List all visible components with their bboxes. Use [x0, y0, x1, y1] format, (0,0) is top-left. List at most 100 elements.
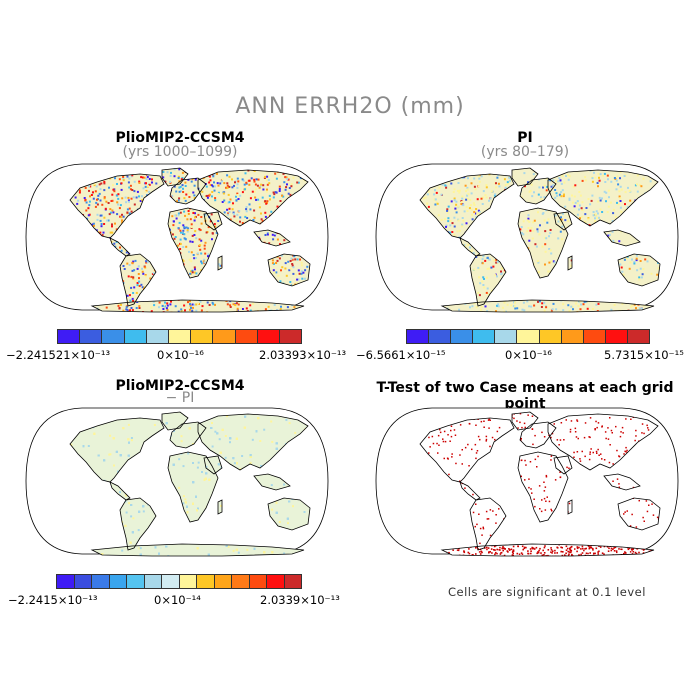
coastline	[253, 473, 291, 491]
colorbar-swatch	[109, 575, 127, 588]
coastline	[469, 497, 507, 551]
colorbar-swatch	[197, 575, 215, 588]
coastline	[169, 421, 207, 449]
colorbar-swatch	[124, 330, 147, 343]
colorbar-swatch	[561, 330, 584, 343]
colorbar-swatch	[279, 330, 302, 343]
colorbar-swatch	[57, 575, 75, 588]
significance-note: Cells are significant at 0.1 level	[448, 585, 646, 599]
coastline	[511, 411, 539, 431]
coastline	[253, 229, 291, 247]
panel2-map	[375, 163, 679, 313]
colorbar-swatch	[429, 330, 452, 343]
coastline	[119, 497, 157, 551]
coastline	[161, 411, 189, 431]
coastline	[519, 421, 557, 449]
coastline	[109, 237, 131, 257]
coastline	[267, 497, 311, 531]
coastline	[511, 167, 539, 187]
colorbar-swatch	[191, 330, 214, 343]
panel3-subtitle: − PI	[165, 390, 195, 406]
figure-title: ANN ERRH2O (mm)	[235, 94, 465, 119]
coastline	[203, 455, 223, 475]
colorbar-swatch	[627, 330, 650, 343]
panel3-map	[25, 407, 329, 557]
coastline	[90, 299, 305, 313]
coastline	[459, 481, 481, 501]
coastline	[109, 481, 131, 501]
colorbar-swatch	[232, 575, 250, 588]
colorbar-swatch	[162, 575, 180, 588]
coastline	[547, 169, 659, 227]
coastline	[603, 229, 641, 247]
colorbar-swatch	[127, 575, 145, 588]
panel2-colorbar-mid: 0×10⁻¹⁶	[505, 348, 552, 362]
panel3-colorbar-min: −2.2415×10⁻¹³	[8, 593, 98, 607]
colorbar-swatch	[92, 575, 110, 588]
colorbar-swatch	[179, 575, 197, 588]
panel2-colorbar	[406, 329, 650, 344]
colorbar-swatch	[267, 575, 285, 588]
coastline	[567, 255, 573, 271]
coastline	[167, 451, 219, 523]
panel1-title: PlioMIP2-CCSM4	[115, 130, 245, 146]
colorbar-swatch	[74, 575, 92, 588]
panel4-map	[375, 407, 679, 557]
coastline	[459, 237, 481, 257]
coastline	[469, 253, 507, 307]
coastline	[217, 255, 223, 271]
coastline	[267, 253, 311, 287]
colorbar-swatch	[168, 330, 192, 343]
colorbar-swatch	[146, 330, 169, 343]
panel1-colorbar-mid: 0×10⁻¹⁶	[157, 348, 204, 362]
coastline	[617, 253, 661, 287]
colorbar-swatch	[451, 330, 474, 343]
coastline	[69, 417, 165, 483]
colorbar-swatch	[473, 330, 496, 343]
colorbar-swatch	[517, 330, 540, 343]
coastline	[69, 173, 165, 239]
coastline	[419, 417, 515, 483]
coastline	[119, 253, 157, 307]
coastline	[217, 499, 223, 515]
coastline	[617, 497, 661, 531]
panel1-colorbar-max: 2.03393×10⁻¹³	[259, 348, 347, 362]
coastline	[553, 455, 573, 475]
coastline	[603, 473, 641, 491]
panel3-colorbar-mid: 0×10⁻¹⁴	[154, 593, 201, 607]
panel3-colorbar	[56, 574, 302, 589]
colorbar-swatch	[407, 330, 430, 343]
coastline	[161, 167, 189, 187]
colorbar-swatch	[257, 330, 280, 343]
coastline	[197, 413, 309, 471]
panel1-colorbar-min: −2.241521×10⁻¹³	[6, 348, 111, 362]
coastline	[203, 211, 223, 231]
panel2-subtitle: (yrs 80–179)	[480, 144, 570, 160]
colorbar-swatch	[58, 330, 81, 343]
panel3-title: PlioMIP2-CCSM4	[115, 378, 245, 394]
coastline	[197, 169, 309, 227]
panel2-colorbar-min: −6.5661×10⁻¹⁵	[356, 348, 446, 362]
panel2-title: PI	[517, 130, 533, 146]
colorbar-swatch	[80, 330, 103, 343]
coastline	[517, 451, 569, 523]
colorbar-swatch	[495, 330, 518, 343]
colorbar-swatch	[249, 575, 267, 588]
panel1-subtitle: (yrs 1000–1099)	[122, 144, 238, 160]
coastline	[553, 211, 573, 231]
colorbar-swatch	[284, 575, 301, 588]
panel1-colorbar	[57, 329, 302, 344]
coastline	[167, 207, 219, 279]
colorbar-swatch	[102, 330, 125, 343]
coastline	[517, 207, 569, 279]
colorbar-swatch	[144, 575, 162, 588]
panel3-colorbar-max: 2.0339×10⁻¹³	[260, 593, 340, 607]
coastline	[169, 177, 207, 205]
coastline	[440, 543, 655, 557]
coastline	[567, 499, 573, 515]
colorbar-swatch	[605, 330, 628, 343]
colorbar-swatch	[235, 330, 258, 343]
colorbar-swatch	[583, 330, 606, 343]
coastline	[440, 299, 655, 313]
coastline	[90, 543, 305, 557]
